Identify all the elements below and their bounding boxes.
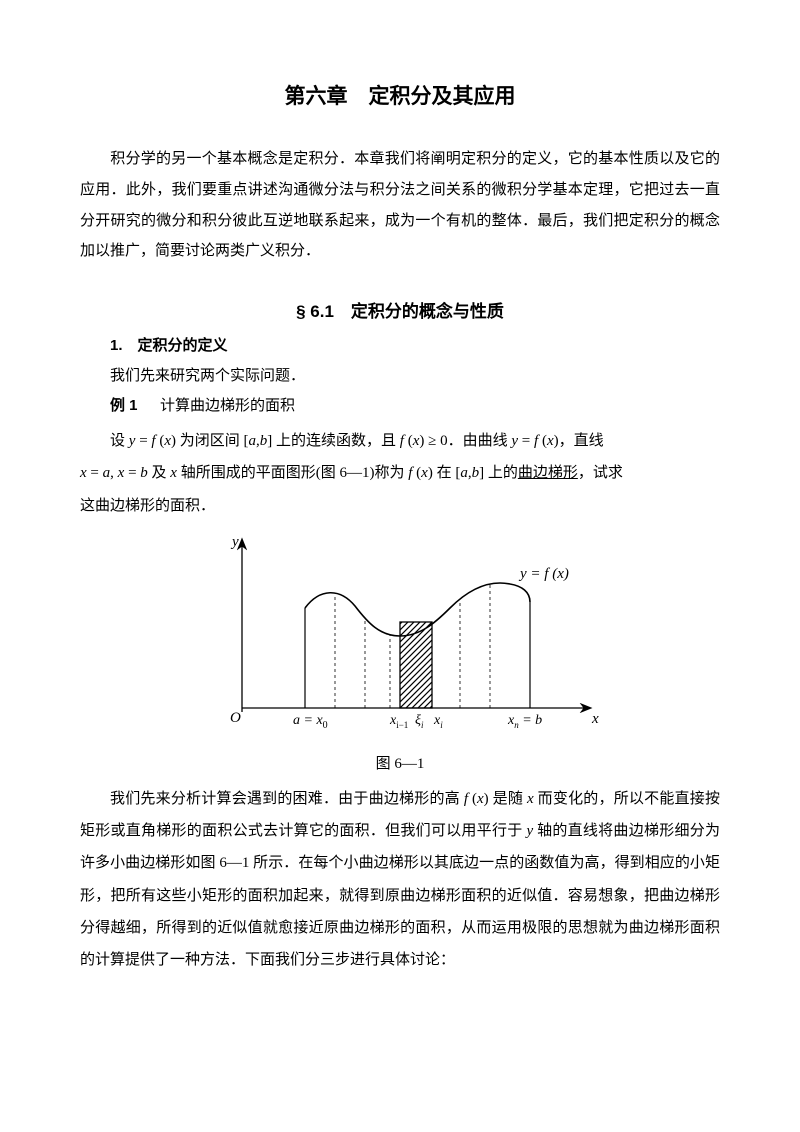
example-label: 例 1: [110, 397, 138, 414]
page: 第六章 定积分及其应用 积分学的另一个基本概念是定积分．本章我们将阐明定积分的定…: [0, 0, 800, 1036]
label-xi-greek: ξi: [415, 713, 424, 730]
figure-svg: y O x a = x0 xi−1 ξi xi xn = b y = f (x): [190, 528, 610, 748]
label-y-axis: y: [230, 534, 239, 550]
label-xi-1: xi−1: [389, 713, 408, 730]
t: ，试求: [578, 465, 623, 481]
para-setup-1: 设 y = f (x) 为闭区间 [a,b] 上的连续函数，且 f (x) ≥ …: [80, 425, 720, 457]
t: 为闭区间: [176, 433, 244, 449]
hatched-rect: [400, 622, 432, 708]
sub-heading: 1. 定积分的定义: [110, 334, 720, 355]
t: 上的: [484, 465, 518, 481]
figure-caption: 图 6—1: [80, 752, 720, 773]
t: 设: [110, 433, 129, 449]
t: 上的连续函数，且: [272, 433, 400, 449]
label-fx: y = f (x): [518, 566, 569, 582]
intro-paragraph: 积分学的另一个基本概念是定积分．本章我们将阐明定积分的定义，它的基本性质以及它的…: [80, 144, 720, 267]
t: ，直线: [559, 433, 604, 449]
example-line: 例 1 计算曲边梯形的面积: [80, 391, 720, 421]
section-title: § 6.1 定积分的概念与性质: [80, 297, 720, 322]
para-setup-3: 这曲边梯形的面积．: [80, 490, 720, 522]
intro-text: 积分学的另一个基本概念是定积分．本章我们将阐明定积分的定义，它的基本性质以及它的…: [80, 151, 720, 259]
label-xi: xi: [433, 713, 443, 730]
example-title: 计算曲边梯形的面积: [160, 398, 295, 414]
para-setup-2: x = a, x = b 及 x 轴所围成的平面图形(图 6—1)称为 f (x…: [80, 457, 720, 489]
t: 及: [152, 465, 171, 481]
t: 轴所围成的平面图形(图 6—1)称为: [177, 465, 408, 481]
underline-term: 曲边梯形: [518, 465, 578, 481]
label-origin: O: [230, 710, 241, 726]
t: ．由曲线: [448, 433, 512, 449]
para2-text: 我们先来分析计算会遇到的困难．由于曲边梯形的高 f (x) 是随 x 而变化的，…: [80, 791, 720, 968]
label-x-axis: x: [591, 711, 599, 727]
figure-6-1: y O x a = x0 xi−1 ξi xi xn = b y = f (x)…: [80, 528, 720, 773]
label-a: a = x0: [293, 713, 328, 731]
label-b: xn = b: [507, 713, 542, 730]
intro-line: 我们先来研究两个实际问题．: [80, 361, 720, 391]
t: 在: [433, 465, 456, 481]
chapter-title: 第六章 定积分及其应用: [80, 80, 720, 110]
analysis-paragraph: 我们先来分析计算会遇到的困难．由于曲边梯形的高 f (x) 是随 x 而变化的，…: [80, 783, 720, 977]
